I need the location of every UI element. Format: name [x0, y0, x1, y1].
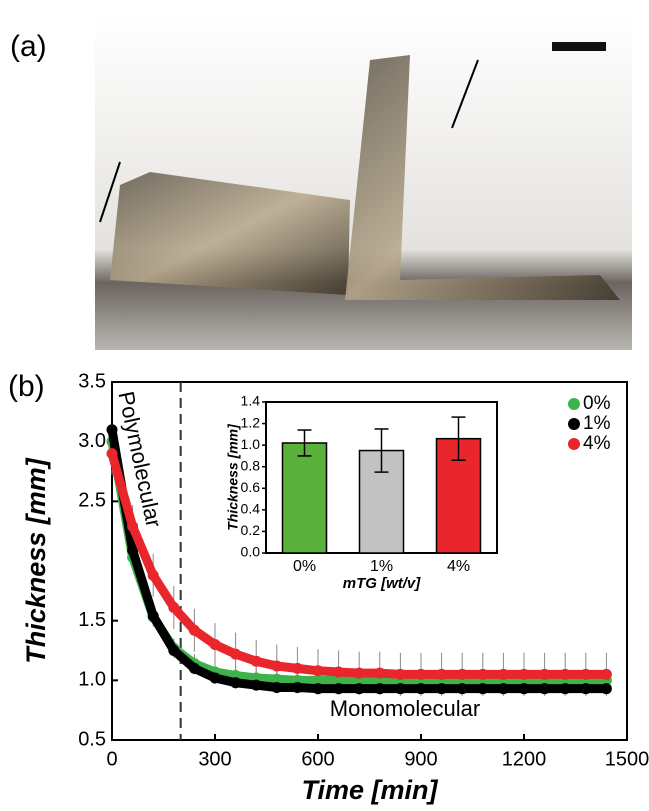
data-point	[519, 683, 530, 694]
data-point	[580, 683, 591, 694]
y-tick-label: 1.2	[241, 414, 261, 430]
data-point	[210, 639, 221, 650]
y-tick-label: 2.5	[78, 490, 106, 512]
y-tick-label: 0.2	[241, 522, 261, 538]
data-point	[395, 669, 406, 680]
x-tick-label: 1%	[370, 558, 393, 575]
data-point	[601, 669, 612, 680]
x-axis-label: mTG [wt/v]	[343, 575, 422, 592]
data-point	[189, 663, 200, 674]
data-point	[436, 669, 447, 680]
annotation: Monomolecular	[330, 696, 480, 721]
x-tick-label: 4%	[447, 558, 470, 575]
data-point	[539, 683, 550, 694]
data-point	[457, 683, 468, 694]
data-point	[148, 570, 159, 581]
data-point	[230, 677, 241, 688]
data-point	[292, 682, 303, 693]
data-point	[416, 683, 427, 694]
data-point	[560, 669, 571, 680]
legend-marker	[568, 438, 580, 450]
y-axis-label: Thickness [mm]	[21, 457, 51, 664]
x-tick-label: 300	[198, 748, 231, 770]
data-point	[498, 683, 509, 694]
data-point	[313, 683, 324, 694]
data-point	[168, 602, 179, 613]
data-point	[189, 625, 200, 636]
data-point	[477, 669, 488, 680]
legend-label: 4%	[583, 433, 611, 454]
data-point	[168, 645, 179, 656]
data-point	[519, 669, 530, 680]
data-point	[230, 649, 241, 660]
y-tick-label: 3.0	[78, 430, 106, 452]
y-tick-label: 1.4	[241, 393, 261, 409]
data-point	[416, 669, 427, 680]
y-tick-label: 3.5	[78, 370, 106, 392]
data-point	[107, 448, 118, 459]
legend-marker	[568, 398, 580, 410]
data-point	[271, 661, 282, 672]
y-tick-label: 0.6	[241, 479, 261, 495]
data-point	[271, 682, 282, 693]
data-point	[498, 669, 509, 680]
y-axis-label: Thickness [mm]	[225, 423, 241, 531]
y-tick-label: 0.0	[241, 544, 261, 560]
data-point	[374, 668, 385, 679]
figure: (a) (b) 0.5 1.0 1.5 2.5 3.0 3.5 0 300 600 900 1200…	[0, 0, 649, 811]
data-point	[210, 672, 221, 683]
y-tick-label: 0.8	[241, 457, 261, 473]
data-point	[477, 683, 488, 694]
data-point	[354, 683, 365, 694]
photo	[95, 14, 632, 350]
data-point	[436, 683, 447, 694]
data-point	[539, 669, 550, 680]
bar	[283, 443, 327, 553]
data-point	[107, 424, 118, 435]
data-point	[457, 669, 468, 680]
data-point	[333, 666, 344, 677]
x-tick-label: 1200	[502, 748, 547, 770]
data-point	[333, 683, 344, 694]
data-point	[580, 669, 591, 680]
data-point	[395, 683, 406, 694]
data-point	[251, 656, 262, 667]
panel-label: (a)	[10, 30, 47, 63]
y-tick-label: 1.0	[78, 669, 106, 691]
x-tick-label: 0%	[293, 558, 316, 575]
panel-label: (b)	[8, 370, 45, 403]
inset-chart: 0.0 0.2 0.4 0.6 0.8 1.0 1.2 1.4 0% 1% 4% mTG [wt/v]…	[225, 393, 497, 592]
data-point	[292, 663, 303, 674]
x-tick-label: 600	[301, 748, 334, 770]
y-tick-label: 1.5	[78, 609, 106, 631]
data-point	[127, 521, 138, 532]
data-point	[601, 683, 612, 694]
x-tick-label: 1500	[605, 748, 649, 770]
data-point	[354, 668, 365, 679]
data-point	[313, 665, 324, 676]
data-point	[251, 680, 262, 691]
y-tick-label: 1.0	[241, 436, 261, 452]
data-point	[560, 683, 571, 694]
data-point	[374, 683, 385, 694]
data-point	[148, 610, 159, 621]
legend-label: 1%	[583, 413, 611, 434]
y-tick-label: 0.5	[78, 728, 106, 750]
x-tick-label: 900	[404, 748, 437, 770]
x-axis-label: Time [min]	[301, 775, 438, 805]
y-tick-label: 0.4	[241, 501, 261, 517]
x-tick-label: 0	[106, 748, 117, 770]
legend-label: 0%	[583, 393, 611, 414]
legend-marker	[568, 418, 580, 430]
